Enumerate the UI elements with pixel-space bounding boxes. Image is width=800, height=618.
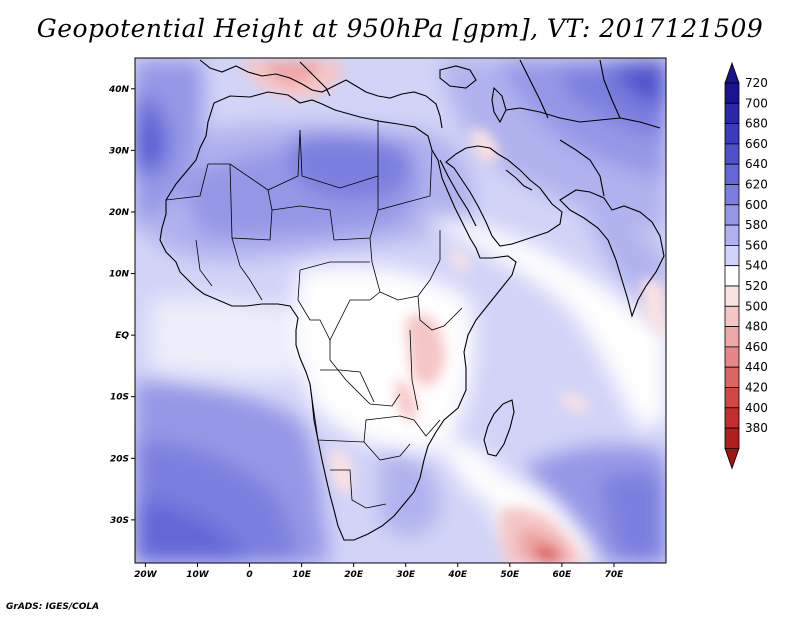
colorbar-label: 600 [745,198,768,212]
colorbar-label: 540 [745,259,768,273]
lon-axis: 20W 10W 0 10E 20E 30E 40E 50E 60E 70E [134,563,624,580]
colorbar-swatch [724,285,740,307]
colorbar-label: 480 [745,320,768,334]
colorbar: 720 700 680 660 640 620 600 580 560 540 520 500 480 4… [724,61,768,470]
lon-tick-label: 10E [292,570,312,580]
colorbar-swatch [724,265,740,287]
colorbar-swatch [724,143,740,165]
lat-tick-label: 30S [110,516,129,526]
colorbar-swatch [724,305,740,327]
lon-tick-label: 70E [605,570,625,580]
chart-title: Geopotential Height at 950hPa [gpm], VT:… [36,14,764,43]
lat-tick-label: 10N [109,270,130,280]
colorbar-label: 500 [745,299,768,313]
colorbar-swatch [724,244,740,267]
colorbar-label: 560 [745,238,768,252]
map-frame [134,57,667,564]
colorbar-label: 380 [745,421,768,435]
colorbar-swatch [724,387,740,409]
colorbar-swatch [724,123,740,145]
colorbar-label: 520 [745,279,768,293]
colorbar-swatch [724,407,740,429]
colorbar-label: 580 [745,218,768,232]
colorbar-swatch [724,204,740,226]
lon-tick-label: 30E [396,570,416,580]
lat-tick-label: 40N [108,85,130,95]
colorbar-label: 440 [745,360,768,374]
lon-tick-label: 10W [186,570,210,580]
colorbar-swatch [724,163,740,185]
colorbar-label: 660 [745,137,768,151]
colorbar-top-arrow [724,61,740,84]
colorbar-swatch [724,346,740,368]
colorbar-swatch [724,184,740,206]
colorbar-label: 420 [745,381,768,395]
lat-tick-label: 10S [110,393,129,403]
colorbar-swatch [724,326,740,348]
lon-tick-label: 40E [447,570,468,580]
colorbar-swatch [724,427,740,449]
colorbar-label: 640 [745,157,768,171]
colorbar-label: 620 [745,178,768,192]
lon-tick-label: 60E [553,570,573,580]
lon-tick-label: 20W [134,570,158,580]
lat-tick-label: 30N [109,146,130,156]
lat-tick-label: 20S [110,454,129,464]
colorbar-label: 460 [745,340,768,354]
lon-tick-label: 20E [344,570,364,580]
colorbar-label: 400 [745,401,768,415]
colorbar-label: 700 [745,96,768,110]
colorbar-swatch [724,224,740,246]
lat-tick-label: 20N [109,208,130,218]
colorbar-swatch [724,102,740,125]
lon-tick-label: 0 [246,570,252,580]
country-borders [165,120,463,509]
colorbar-label: 680 [745,117,768,131]
lat-tick-label: EQ [115,331,129,341]
colorbar-bottom-arrow [724,448,740,470]
colorbar-swatch [724,82,740,104]
lat-axis: 40N 30N 20N 10N EQ 10S 20S 30S [108,85,135,526]
lon-tick-label: 50E [500,570,520,580]
colorbar-swatch [724,366,740,388]
colorbar-label: 720 [745,76,768,90]
height-field [135,58,666,563]
coastlines [159,59,665,541]
credit-label: GrADS: IGES/COLA [6,602,100,612]
